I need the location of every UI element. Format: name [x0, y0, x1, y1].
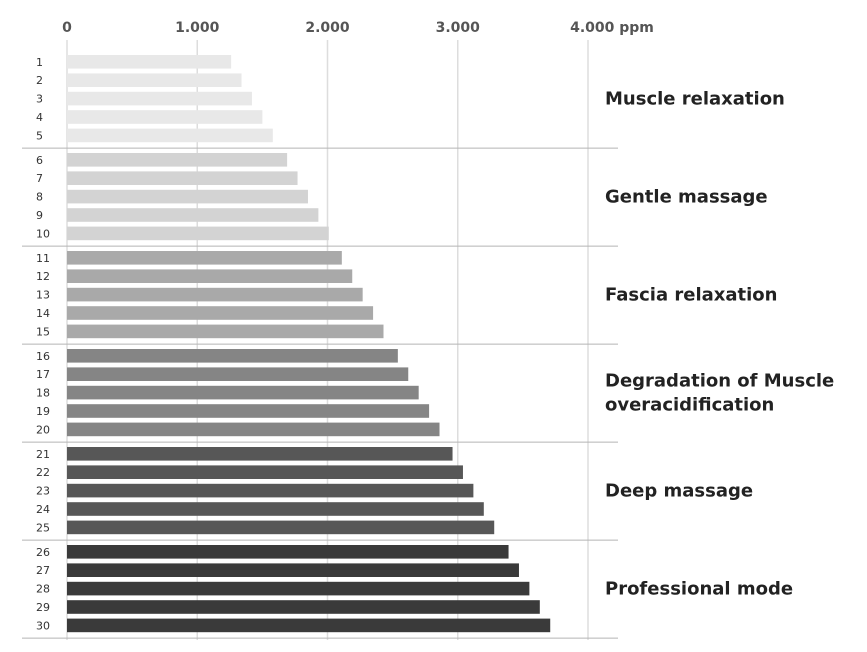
bar [67, 447, 453, 461]
bar [67, 404, 430, 418]
bars [67, 55, 551, 633]
row-label: 15 [36, 325, 50, 338]
bar [67, 581, 530, 596]
bar [67, 520, 495, 535]
row-label: 27 [36, 564, 50, 577]
bar [67, 349, 398, 363]
x-axis-ticks: 0 1.000 2.000 3.000 4.000 ppm [62, 20, 654, 36]
bar [67, 128, 273, 143]
x-tick-label: 4.000 ppm [570, 20, 654, 36]
bar [67, 483, 474, 498]
bar [67, 226, 329, 241]
bar [67, 385, 419, 400]
row-label: 12 [36, 270, 50, 283]
group-labels: Muscle relaxation Gentle massage Fascia re… [605, 89, 834, 600]
row-label: 7 [36, 172, 43, 185]
group-label: Muscle relaxation [605, 89, 785, 110]
bar [67, 55, 232, 69]
bar [67, 269, 353, 283]
row-labels: 1234567891011121314151617181920212223242… [36, 56, 50, 633]
group-label: Deep massage [605, 481, 753, 502]
bar [67, 208, 319, 222]
row-label: 1 [36, 56, 43, 69]
bar [67, 287, 363, 302]
bar [67, 171, 298, 185]
row-label: 16 [36, 350, 50, 363]
row-label: 30 [36, 619, 50, 632]
row-label: 8 [36, 191, 43, 204]
bar [67, 153, 288, 167]
bar [67, 189, 308, 204]
x-tick-label: 1.000 [175, 20, 220, 36]
bar [67, 563, 519, 577]
bar [67, 465, 463, 479]
row-label: 29 [36, 601, 50, 614]
bar [67, 545, 509, 559]
x-tick-label: 2.000 [305, 20, 350, 36]
bar [67, 251, 342, 265]
x-tick-label: 0 [62, 20, 72, 36]
row-label: 6 [36, 154, 43, 167]
row-label: 22 [36, 466, 50, 479]
row-label: 11 [36, 252, 50, 265]
row-label: 3 [36, 93, 43, 106]
bar [67, 73, 242, 87]
row-label: 14 [36, 307, 50, 320]
row-label: 13 [36, 289, 50, 302]
group-label: overacidification [605, 395, 774, 416]
group-label: Degradation of Muscle [605, 371, 834, 392]
row-label: 21 [36, 448, 50, 461]
group-label: Professional mode [605, 579, 793, 600]
bar [67, 502, 484, 516]
group-label: Fascia relaxation [605, 285, 777, 306]
group-separators [22, 147, 618, 639]
bar [67, 600, 540, 614]
row-label: 5 [36, 129, 43, 142]
bar [67, 422, 440, 437]
row-label: 9 [36, 209, 43, 222]
row-label: 10 [36, 227, 50, 240]
bar [67, 618, 551, 633]
row-label: 17 [36, 368, 50, 381]
row-label: 19 [36, 405, 50, 418]
row-label: 18 [36, 387, 50, 400]
group-label: Gentle massage [605, 187, 768, 208]
bar [67, 306, 374, 320]
row-label: 23 [36, 485, 50, 498]
row-label: 24 [36, 503, 50, 516]
row-label: 2 [36, 74, 43, 87]
row-label: 4 [36, 111, 43, 124]
bar [67, 324, 384, 339]
bar [67, 91, 252, 106]
row-label: 25 [36, 521, 50, 534]
x-tick-label: 3.000 [436, 20, 481, 36]
bar [67, 110, 263, 124]
row-label: 20 [36, 423, 50, 436]
bar [67, 367, 409, 381]
row-label: 26 [36, 546, 50, 559]
row-label: 28 [36, 583, 50, 596]
